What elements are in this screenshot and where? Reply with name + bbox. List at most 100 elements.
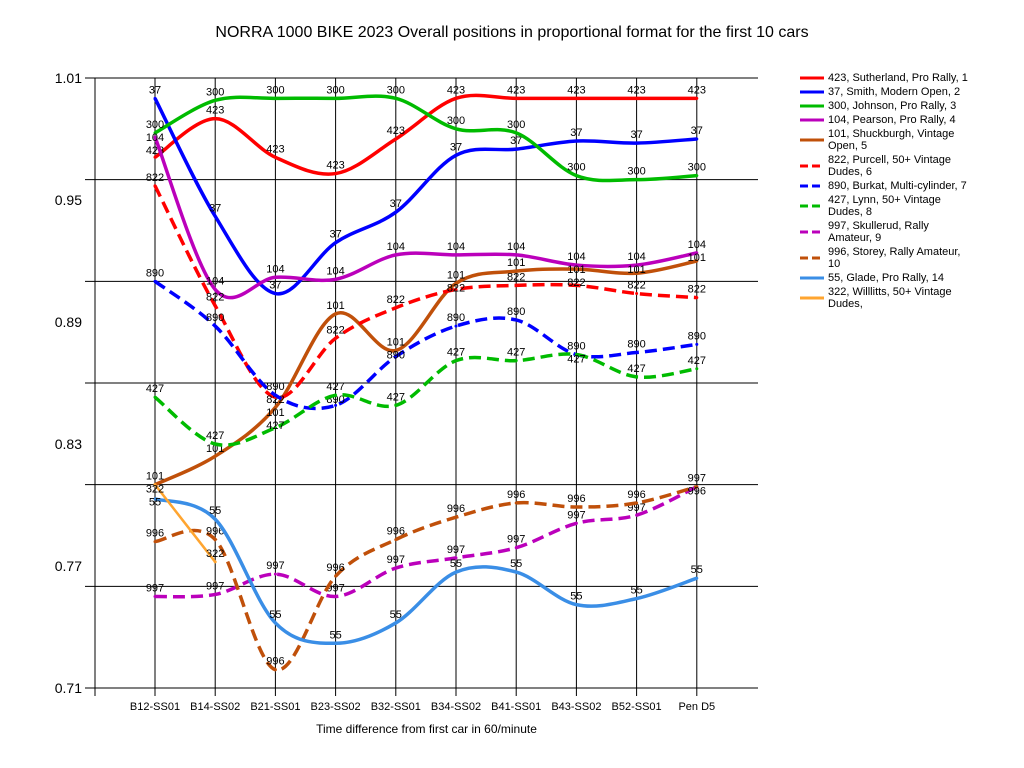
series-line: [154, 497, 698, 646]
x-tick-label: B41-SS01: [491, 701, 541, 713]
data-point: [514, 359, 518, 363]
data-point: [514, 147, 518, 151]
data-point: [454, 153, 458, 157]
data-point: [514, 570, 518, 574]
legend-swatch: [800, 164, 824, 168]
legend-label: 427, Lynn, 50+ Vintage Dudes, 8: [828, 194, 941, 218]
data-label: 300: [206, 86, 224, 98]
data-label: 890: [567, 341, 585, 353]
data-label: 997: [266, 560, 284, 572]
x-tick-label: B21-SS01: [250, 701, 300, 713]
data-label: 55: [269, 609, 281, 621]
data-point: [635, 292, 639, 296]
legend-item: 322, Willlitts, 50+ Vintage Dudes,: [800, 286, 970, 310]
data-label: 996: [266, 656, 284, 668]
data-label: 427: [627, 363, 645, 375]
data-label: 996: [326, 562, 344, 574]
data-point: [514, 131, 518, 135]
data-point: [695, 251, 699, 255]
data-point: [153, 395, 157, 399]
legend-item: 997, Skullerud, Rally Amateur, 9: [800, 220, 970, 244]
data-point: [454, 359, 458, 363]
data-point: [153, 184, 157, 188]
legend-item: 37, Smith, Modern Open, 2: [800, 86, 970, 98]
data-label: 55: [329, 629, 341, 641]
legend-label: 104, Pearson, Pro Rally, 4: [828, 114, 956, 126]
legend-swatch: [800, 118, 824, 122]
data-label: 104: [688, 239, 706, 251]
data-label: 104: [507, 241, 525, 253]
data-label: 300: [567, 162, 585, 174]
data-label: 822: [326, 324, 344, 336]
data-point: [574, 139, 578, 143]
series-996: 996 996 996 996 996 996 996 996 996 996: [146, 485, 706, 672]
series-line: [154, 94, 697, 183]
data-label: 37: [691, 125, 703, 137]
data-point: [514, 96, 518, 100]
data-point: [574, 505, 578, 509]
data-label: 890: [387, 349, 405, 361]
data-label: 37: [390, 198, 402, 210]
data-label: 427: [206, 430, 224, 442]
legend-label: 55, Glade, Pro Rally, 14: [828, 272, 944, 284]
data-label: 37: [630, 129, 642, 141]
data-point: [454, 287, 458, 291]
data-label: 55: [510, 558, 522, 570]
data-point: [334, 336, 338, 340]
data-label: 427: [447, 347, 465, 359]
data-label: 101: [266, 407, 284, 419]
data-label: 997: [567, 509, 585, 521]
data-label: 104: [266, 263, 284, 275]
data-label: 423: [387, 125, 405, 137]
series-322: 322 322: [146, 483, 224, 564]
data-label: 300: [447, 115, 465, 127]
legend-swatch: [800, 276, 824, 280]
data-point: [153, 96, 157, 100]
data-point: [574, 603, 578, 607]
data-label: 101: [507, 257, 525, 269]
data-label: 101: [146, 471, 164, 483]
data-label: 423: [688, 84, 706, 96]
data-point: [213, 117, 217, 121]
data-label: 104: [206, 275, 224, 287]
data-label: 55: [691, 564, 703, 576]
legend-label: 101, Shuckburgh, Vintage Open, 5: [828, 128, 955, 152]
data-label: 104: [567, 251, 585, 263]
data-label: 427: [387, 391, 405, 403]
data-label: 822: [206, 292, 224, 304]
data-label: 996: [627, 489, 645, 501]
data-point: [273, 426, 277, 430]
legend-item: 996, Storey, Rally Amateur, 10: [800, 246, 970, 270]
data-point: [514, 283, 518, 287]
data-label: 104: [447, 241, 465, 253]
x-tick-label: B23-SS02: [311, 701, 361, 713]
data-label: 55: [570, 591, 582, 603]
data-label: 890: [688, 330, 706, 342]
data-label: 300: [507, 119, 525, 131]
data-label: 101: [627, 264, 645, 276]
legend-item: 423, Sutherland, Pro Rally, 1: [800, 72, 970, 84]
data-point: [394, 210, 398, 214]
series-line: [154, 483, 217, 563]
data-label: 104: [146, 132, 164, 144]
data-label: 300: [627, 166, 645, 178]
data-point: [454, 127, 458, 131]
data-label: 427: [507, 347, 525, 359]
data-point: [273, 96, 277, 100]
legend-swatch: [800, 230, 824, 234]
legend-swatch: [800, 76, 824, 80]
data-label: 996: [688, 486, 706, 498]
data-label: 427: [688, 355, 706, 367]
data-label: 996: [387, 526, 405, 538]
legend-item: 55, Glade, Pro Rally, 14: [800, 272, 970, 284]
data-label: 997: [146, 583, 164, 595]
data-point: [695, 485, 699, 489]
data-point: [574, 174, 578, 178]
series-37: 37 37 37 37 37 37 37 37 37 37: [149, 84, 703, 296]
data-point: [635, 178, 639, 182]
data-label: 997: [507, 534, 525, 546]
